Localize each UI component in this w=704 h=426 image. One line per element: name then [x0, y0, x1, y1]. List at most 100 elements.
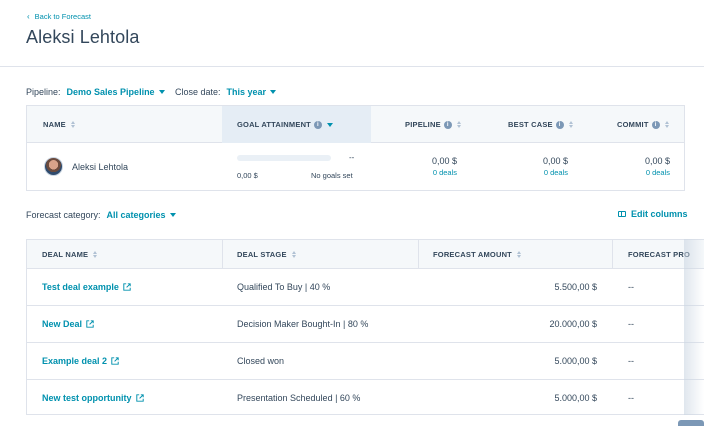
rep-name: Aleksi Lehtola — [72, 162, 129, 172]
column-header-name-label: NAME — [43, 120, 66, 129]
info-icon[interactable]: i — [443, 120, 452, 129]
info-icon[interactable]: i — [651, 120, 660, 129]
forecast-probability: -- — [628, 356, 634, 366]
commit-amount: 0,00 $ — [644, 156, 670, 166]
column-divider — [612, 240, 613, 269]
goal-attainment-value: -- — [349, 153, 355, 162]
deal-stage: Presentation Scheduled | 60 % — [237, 393, 361, 403]
forecast-probability: -- — [628, 319, 634, 329]
pipeline-amount: 0,00 $ — [431, 156, 457, 166]
chevron-left-icon: ‹ — [27, 12, 30, 21]
goal-note: No goals set — [311, 171, 353, 180]
table-row: Example deal 2 Closed won 5.000,00 $ -- — [27, 343, 704, 380]
goal-amount: 0,00 $ — [237, 171, 258, 180]
forecast-probability: -- — [628, 282, 634, 292]
page-title: Aleksi Lehtola — [26, 27, 140, 47]
deal-name-label: New Deal — [42, 319, 83, 329]
column-header-deal-stage-label: DEAL STAGE — [237, 250, 287, 259]
back-to-forecast-link[interactable]: ‹ Back to Forecast — [27, 12, 91, 21]
column-header-commit-label: COMMIT — [617, 120, 649, 129]
caret-down-icon — [158, 90, 165, 94]
deal-name-link[interactable]: New test opportunity — [42, 380, 144, 414]
goal-progress-bar — [237, 155, 331, 161]
column-header-commit[interactable]: COMMIT i — [617, 106, 669, 143]
pipeline-dropdown-value: Demo Sales Pipeline — [66, 87, 155, 97]
edit-columns-button[interactable]: Edit columns — [618, 209, 688, 219]
external-link-icon — [111, 357, 119, 365]
column-divider — [418, 240, 419, 269]
column-header-deal-name-label: DEAL NAME — [42, 250, 89, 259]
deal-name-link[interactable]: New Deal — [42, 306, 94, 342]
column-header-forecast-amount-label: FORECAST AMOUNT — [433, 250, 512, 259]
deal-stage: Closed won — [237, 356, 285, 366]
external-link-icon — [123, 283, 131, 291]
deal-stage: Decision Maker Bought-In | 80 % — [237, 319, 369, 329]
info-icon[interactable]: i — [555, 120, 564, 129]
deal-name-link[interactable]: Example deal 2 — [42, 343, 119, 379]
forecast-category-dropdown[interactable]: All categories — [107, 210, 176, 220]
column-divider — [222, 240, 223, 269]
table-row: New Deal Decision Maker Bought-In | 80 %… — [27, 306, 704, 343]
forecast-category-value: All categories — [106, 210, 166, 220]
column-header-best-case[interactable]: BEST CASE i — [508, 106, 573, 143]
avatar — [44, 157, 63, 176]
forecast-amount: 5.000,00 $ — [554, 393, 597, 403]
column-header-pipeline-label: PIPELINE — [405, 120, 441, 129]
column-header-deal-name[interactable]: DEAL NAME — [42, 240, 98, 269]
close-date-filter: Close date: This year — [175, 87, 277, 97]
sort-icon — [456, 121, 461, 128]
column-header-goal-label: GOAL ATTAINMENT — [237, 120, 311, 129]
deal-name-label: Test deal example — [42, 282, 119, 292]
deal-name-label: Example deal 2 — [42, 356, 108, 366]
pipeline-filter-label: Pipeline: — [26, 87, 61, 97]
table-row: New test opportunity Presentation Schedu… — [27, 380, 704, 414]
table-row: Test deal example Qualified To Buy | 40 … — [27, 269, 704, 306]
external-link-icon — [135, 394, 144, 402]
deals-table-header: DEAL NAME DEAL STAGE FORECAST AMOUNT FOR… — [27, 240, 704, 269]
best-case-deals-link[interactable]: 0 deals — [543, 168, 568, 177]
scrollbar-thumb[interactable] — [678, 420, 704, 426]
deals-table: DEAL NAME DEAL STAGE FORECAST AMOUNT FOR… — [26, 239, 704, 415]
best-case-amount: 0,00 $ — [542, 156, 568, 166]
sort-icon — [291, 251, 296, 258]
close-date-filter-label: Close date: — [175, 87, 221, 97]
forecast-category-label: Forecast category: — [26, 210, 101, 220]
back-link-label: Back to Forecast — [34, 12, 91, 21]
column-header-forecast-probability[interactable]: FORECAST PRO — [628, 240, 690, 269]
column-header-forecast-probability-label: FORECAST PRO — [628, 250, 690, 259]
goal-column-highlight — [222, 106, 371, 143]
deal-name-link[interactable]: Test deal example — [42, 269, 131, 305]
close-date-dropdown-value: This year — [226, 87, 267, 97]
column-header-forecast-amount[interactable]: FORECAST AMOUNT — [433, 240, 521, 269]
column-header-pipeline[interactable]: PIPELINE i — [405, 106, 461, 143]
horizontal-scroll-shadow — [684, 239, 704, 415]
pipeline-deals-link[interactable]: 0 deals — [432, 168, 457, 177]
rep-table-header: NAME GOAL ATTAINMENT i PIPELINE i BEST C… — [27, 106, 684, 143]
close-date-dropdown[interactable]: This year — [227, 87, 277, 97]
sort-icon — [664, 121, 669, 128]
caret-down-icon — [169, 213, 176, 217]
sort-descending-icon — [326, 122, 333, 127]
deal-name-label: New test opportunity — [42, 393, 132, 403]
info-icon[interactable]: i — [313, 120, 322, 129]
column-header-name[interactable]: NAME — [43, 106, 75, 143]
rep-summary-table: NAME GOAL ATTAINMENT i PIPELINE i BEST C… — [26, 105, 685, 191]
sort-icon — [93, 251, 98, 258]
forecast-amount: 5.000,00 $ — [554, 356, 597, 366]
columns-icon — [618, 211, 626, 217]
sort-icon — [70, 121, 75, 128]
forecast-amount: 5.500,00 $ — [554, 282, 597, 292]
forecast-amount: 20.000,00 $ — [549, 319, 597, 329]
external-link-icon — [86, 320, 94, 328]
edit-columns-label: Edit columns — [631, 209, 688, 219]
caret-down-icon — [270, 90, 277, 94]
pipeline-dropdown[interactable]: Demo Sales Pipeline — [67, 87, 165, 97]
commit-deals-link[interactable]: 0 deals — [645, 168, 670, 177]
sort-icon — [568, 121, 573, 128]
column-header-best-case-label: BEST CASE — [508, 120, 553, 129]
sort-icon — [516, 251, 521, 258]
column-header-goal-attainment[interactable]: GOAL ATTAINMENT i — [237, 106, 333, 143]
column-header-deal-stage[interactable]: DEAL STAGE — [237, 240, 296, 269]
forecast-probability: -- — [628, 393, 634, 403]
deal-stage: Qualified To Buy | 40 % — [237, 282, 331, 292]
